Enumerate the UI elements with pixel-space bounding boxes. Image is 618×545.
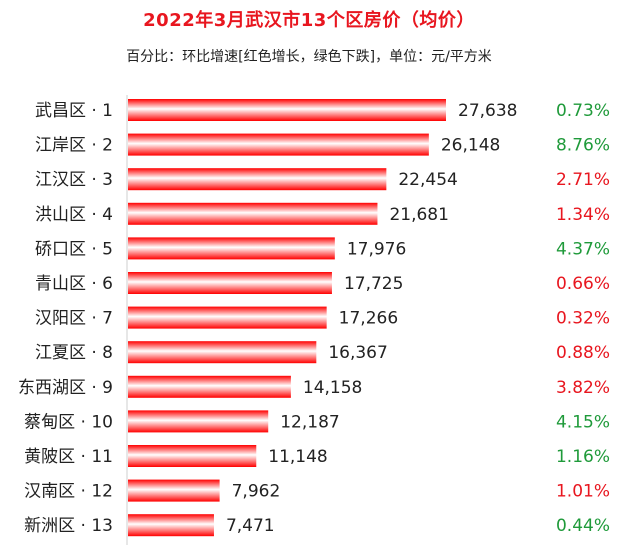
value-label: 17,725 [344, 274, 403, 294]
bar [128, 99, 446, 121]
bar [128, 445, 257, 467]
change-label: 1.16% [556, 447, 610, 467]
value-label: 7,962 [232, 482, 281, 502]
value-label: 21,681 [389, 205, 448, 225]
change-label: 3.82% [556, 378, 610, 398]
change-label: 0.88% [556, 343, 610, 363]
value-label: 22,454 [398, 170, 457, 190]
value-label: 12,187 [280, 412, 339, 432]
category-label: 汉南区 · 12 [24, 482, 113, 502]
change-label: 0.66% [556, 274, 610, 294]
category-label: 汉阳区 · 7 [35, 309, 113, 329]
value-label: 17,266 [339, 309, 398, 329]
value-label: 11,148 [268, 447, 327, 467]
category-label: 江夏区 · 8 [35, 343, 113, 363]
bar [128, 410, 269, 433]
change-label: 2.71% [556, 170, 610, 190]
category-label: 蔡甸区 · 10 [24, 412, 113, 432]
bar [128, 168, 387, 191]
category-label: 江岸区 · 2 [35, 136, 113, 156]
bar [128, 306, 327, 329]
category-label: 硚口区 · 5 [35, 239, 113, 259]
category-label: 武昌区 · 1 [35, 101, 113, 121]
change-label: 0.44% [556, 516, 610, 536]
bar [128, 375, 291, 398]
change-label: 0.73% [556, 101, 610, 121]
bar [128, 237, 335, 260]
change-label: 1.01% [556, 482, 610, 502]
bar [128, 133, 429, 156]
change-label: 8.76% [556, 136, 610, 156]
value-label: 17,976 [347, 239, 406, 259]
value-label: 16,367 [328, 343, 387, 363]
change-label: 4.37% [556, 239, 610, 259]
bar [128, 341, 317, 364]
bar [128, 514, 214, 537]
chart-subtitle: 百分比：环比增速[红色增长，绿色下跌]，单位：元/平方米 [126, 49, 492, 65]
category-label: 青山区 · 6 [35, 274, 113, 294]
change-label: 1.34% [556, 205, 610, 225]
value-label: 7,471 [226, 516, 275, 536]
bar [128, 202, 378, 225]
change-label: 4.15% [556, 412, 610, 432]
category-label: 洪山区 · 4 [35, 205, 113, 225]
chart-title: 2022年3月武汉市13个区房价（均价） [143, 10, 475, 31]
change-label: 0.32% [556, 309, 610, 329]
category-label: 江汉区 · 3 [35, 170, 113, 190]
value-label: 26,148 [441, 136, 500, 156]
bar [128, 272, 332, 294]
value-label: 14,158 [303, 378, 362, 398]
category-label: 东西湖区 · 9 [18, 378, 113, 398]
value-label: 27,638 [458, 101, 517, 121]
category-label: 新洲区 · 13 [24, 516, 113, 536]
bar [128, 479, 220, 502]
category-label: 黄陂区 · 11 [24, 447, 113, 467]
